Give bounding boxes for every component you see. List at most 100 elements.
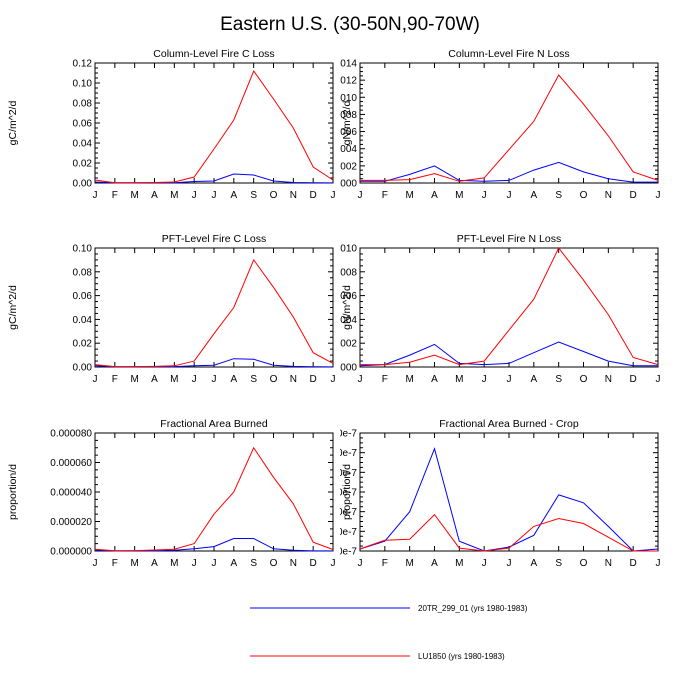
plot-frame: [359, 247, 659, 368]
plot-frame: [94, 62, 334, 184]
x-tick-label: J: [331, 190, 336, 200]
figure-title: Eastern U.S. (30-50N,90-70W): [220, 14, 480, 35]
y-tick-label: 0.10: [73, 79, 93, 90]
y-tick-label: 0.0002: [340, 161, 357, 172]
y-tick-label: 0.04: [73, 139, 93, 150]
x-tick-label: M: [130, 374, 138, 385]
x-tick-label: A: [431, 558, 438, 569]
x-tick-label: J: [507, 374, 512, 385]
series-line-20tr: [360, 161, 658, 183]
y-tick-label: 0.0004: [340, 144, 357, 155]
y-tick-label: 0.06: [73, 119, 93, 130]
x-tick-label: J: [358, 558, 363, 569]
x-tick-label: O: [580, 190, 588, 200]
plot-frame: [359, 62, 659, 184]
series-line-lu1850: [94, 69, 334, 184]
x-tick-label: S: [555, 558, 562, 569]
x-tick-label: O: [270, 190, 278, 200]
series-line-lu1850: [360, 247, 659, 366]
x-tick-label: N: [290, 558, 297, 569]
y-tick-label: 0.0002: [340, 339, 357, 350]
y-tick-label: 0.000060: [50, 458, 92, 469]
x-tick-label: O: [270, 374, 278, 385]
series-line-20tr: [359, 341, 658, 367]
x-tick-label: M: [405, 190, 413, 200]
y-axis-label: proportion/d: [341, 464, 353, 520]
legend-label-20tr: 20TR_299_01 (yrs 1980-1983): [418, 604, 528, 613]
x-tick-label: M: [170, 558, 178, 569]
y-axis-label: gN/m^2/d: [341, 101, 353, 146]
x-tick-label: D: [630, 558, 637, 569]
y-tick-label: 0.06: [73, 291, 93, 302]
x-tick-label: N: [290, 374, 297, 385]
x-tick-label: A: [530, 190, 537, 200]
y-tick-label: 0.10: [73, 244, 93, 255]
y-tick-label: 0.00: [73, 363, 93, 374]
x-tick-label: A: [431, 374, 438, 385]
x-tick-label: J: [192, 190, 197, 200]
x-tick-label: D: [310, 190, 317, 200]
x-tick-label: N: [605, 190, 612, 200]
y-tick-label: 0.0008: [340, 267, 357, 278]
y-tick-label: 0.0006: [340, 127, 357, 138]
y-tick-label: 0.0e-7: [340, 547, 357, 558]
x-tick-label: J: [93, 558, 98, 569]
y-tick-label: 0.0000: [340, 179, 357, 190]
y-tick-label: 0.000080: [50, 429, 92, 440]
plot-frame: [359, 432, 659, 552]
series-line-20tr: [359, 447, 659, 552]
x-tick-label: A: [230, 374, 237, 385]
x-tick-label: N: [290, 190, 297, 200]
y-axis-label: proportion/d: [7, 464, 19, 520]
y-tick-label: 0.0014: [340, 59, 357, 70]
x-tick-label: J: [358, 190, 363, 200]
x-tick-label: N: [605, 374, 612, 385]
y-tick-label: 0.0010: [340, 244, 357, 255]
x-tick-label: J: [482, 190, 487, 200]
x-tick-label: M: [170, 374, 178, 385]
chart-title: Fractional Area Burned - Crop: [439, 418, 579, 430]
x-tick-label: S: [250, 374, 257, 385]
y-tick-label: 0.0000: [340, 363, 357, 374]
x-tick-label: O: [270, 558, 278, 569]
x-tick-label: F: [112, 374, 118, 385]
y-tick-label: 0.04: [73, 315, 93, 326]
series-line-lu1850: [359, 513, 658, 552]
chart-title: PFT-Level Fire N Loss: [457, 233, 561, 245]
x-tick-label: J: [507, 190, 512, 200]
x-tick-label: J: [212, 558, 217, 569]
x-tick-label: A: [230, 190, 237, 200]
x-tick-label: J: [358, 374, 363, 385]
x-tick-label: M: [405, 374, 413, 385]
x-tick-label: M: [130, 190, 138, 200]
chart-fractional-area-burned-crop: Fractional Area Burned - Crop J F M A M J J A S O N…: [340, 418, 661, 569]
y-tick-label: 0.000000: [50, 547, 92, 558]
x-tick-label: A: [151, 374, 158, 385]
x-tick-label: D: [310, 558, 317, 569]
y-tick-label: 0.02: [73, 339, 93, 350]
y-tick-label: 0.000020: [50, 517, 92, 528]
x-tick-label: A: [230, 558, 237, 569]
x-tick-label: M: [455, 190, 463, 200]
x-tick-label: J: [656, 374, 661, 385]
x-tick-label: D: [310, 374, 317, 385]
x-tick-label: M: [405, 558, 413, 569]
chart-title: PFT-Level Fire C Loss: [162, 233, 266, 245]
x-tick-label: F: [382, 190, 388, 200]
x-tick-label: J: [212, 374, 217, 385]
x-tick-label: J: [192, 558, 197, 569]
y-tick-label: 0.0006: [340, 291, 357, 302]
chart-title: Fractional Area Burned: [160, 418, 268, 430]
series-line-lu1850: [94, 258, 334, 368]
x-tick-label: A: [530, 558, 537, 569]
x-tick-label: M: [130, 558, 138, 569]
y-axis-label: gC/m^2/d: [7, 285, 19, 330]
y-tick-label: 0.00: [73, 179, 93, 190]
x-tick-label: J: [212, 190, 217, 200]
x-tick-label: D: [630, 374, 637, 385]
chart-title: Column-Level Fire N Loss: [448, 48, 569, 60]
x-tick-label: S: [555, 374, 562, 385]
plot-frame: [94, 247, 334, 368]
